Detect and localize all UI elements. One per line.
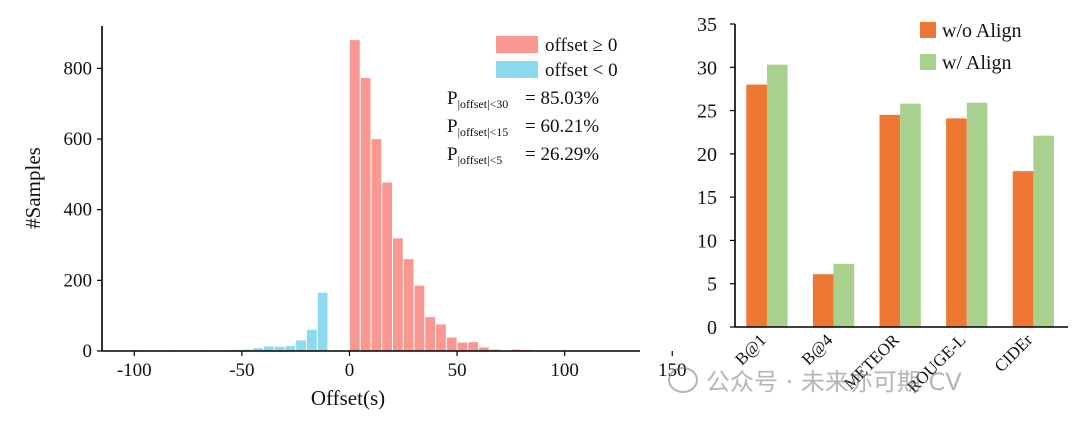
histogram-y-tick-label: 0 [83, 341, 93, 362]
histogram-x-tick-label: 100 [550, 360, 579, 381]
histogram-bar [436, 324, 446, 351]
histogram-bar [296, 340, 306, 351]
histogram-y-ticks: 0 200 400 600 800 [64, 58, 102, 362]
annotation-p5-subscript: |offset|<5 [457, 153, 503, 167]
bar-y-tick-label: 35 [697, 14, 717, 36]
legend-label-offset-neg: offset < 0 [545, 60, 618, 81]
bar [1033, 135, 1055, 327]
bar-y-tick-label: 0 [707, 317, 717, 339]
histogram-bar [479, 347, 489, 351]
histogram-bar [425, 317, 436, 351]
histogram-bar [253, 348, 263, 351]
bar [833, 263, 855, 327]
watermark: 公众号 · 未来亦可期 CV [668, 362, 962, 397]
bar [1012, 171, 1034, 327]
histogram-bars [113, 40, 532, 352]
bar-y-ticks: 0 5 10 15 20 25 30 35 [697, 14, 735, 339]
bar-y-tick-label: 10 [697, 230, 717, 252]
bar [766, 64, 788, 327]
histogram-bar [285, 346, 296, 351]
histogram-bar [414, 285, 425, 351]
histogram-bar [457, 342, 468, 351]
histogram-y-tick-label: 600 [64, 129, 93, 150]
legend-swatch-offset-nonneg [496, 36, 538, 53]
bar-y-tick-label: 5 [707, 274, 717, 296]
histogram-x-tick-label: 50 [448, 360, 467, 381]
histogram-x-axis-label: Offset(s) [311, 386, 385, 410]
watermark-text: 公众号 · 未来亦可期 CV [706, 368, 962, 396]
histogram-x-tick-label: -100 [117, 360, 152, 381]
bar-y-tick-label: 15 [697, 187, 717, 209]
histogram-x-ticks: -100 -50 0 50 100 150 [117, 351, 687, 381]
legend-label-w-align: w/ Align [942, 52, 1011, 74]
legend-label-wo-align: w/o Align [942, 20, 1021, 42]
histogram-y-tick-label: 800 [64, 58, 93, 79]
legend-swatch-offset-neg [496, 61, 538, 78]
histogram-y-tick-label: 400 [64, 200, 93, 221]
annotation-p15-value: = 60.21% [525, 116, 600, 137]
legend-swatch-w-align [920, 54, 936, 70]
legend-swatch-wo-align [920, 22, 936, 38]
histogram-y-axis-label: #Samples [21, 147, 45, 229]
annotation-p30-symbol: P [447, 88, 458, 109]
bar [946, 118, 967, 327]
annotation-p5-value: = 26.29% [525, 144, 600, 165]
histogram-y-tick-label: 200 [64, 270, 93, 291]
bar-y-tick-label: 20 [697, 144, 717, 166]
annotation-p30-subscript: |offset|<30 [457, 97, 509, 111]
grouped-bars [746, 64, 1055, 328]
histogram-bar [306, 329, 317, 351]
histogram-bar [446, 337, 457, 351]
histogram-bar [360, 77, 371, 351]
bar [966, 102, 988, 327]
bar-y-tick-label: 30 [697, 57, 717, 79]
histogram-bar [382, 182, 393, 351]
annotation-p15: P|offset|<15 = 60.21% [447, 116, 599, 140]
bar [812, 274, 834, 327]
wechat-icon [668, 367, 698, 393]
histogram-bar [468, 342, 479, 351]
annotation-p5: P|offset|<5 = 26.29% [447, 144, 599, 168]
annotation-p15-subscript: |offset|<15 [457, 125, 509, 139]
annotation-p30-value: = 85.03% [525, 88, 600, 109]
bar [900, 103, 921, 327]
histogram-bar [371, 139, 382, 351]
histogram-bar [263, 346, 274, 351]
bar-y-tick-label: 25 [697, 101, 717, 123]
histogram-bar [349, 40, 360, 352]
histogram-bar [317, 292, 328, 351]
bar [746, 84, 767, 327]
annotation-p15-symbol: P [447, 116, 458, 137]
histogram-bar [393, 238, 403, 351]
bar [879, 114, 901, 328]
annotation-p5-symbol: P [447, 144, 458, 165]
histogram-bar [274, 346, 285, 351]
histogram-bar [403, 259, 414, 351]
bar-category-label: CIDEr [991, 330, 1037, 376]
histogram-x-tick-label: -50 [229, 360, 254, 381]
legend-label-offset-nonneg: offset ≥ 0 [545, 35, 617, 56]
annotation-p30: P|offset|<30 = 85.03% [447, 88, 599, 112]
histogram-x-tick-label: 0 [345, 360, 355, 381]
